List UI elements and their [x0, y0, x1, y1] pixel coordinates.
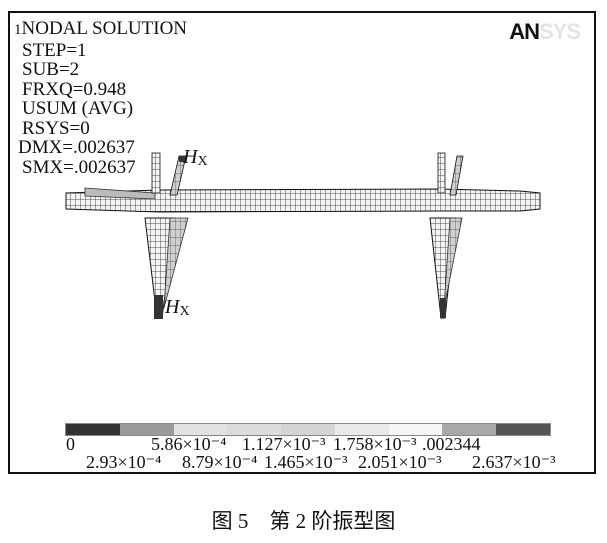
legend-label: 8.79×10⁻⁴: [182, 452, 258, 472]
info-line: DMX=.002637: [18, 137, 135, 158]
legend-label: 0: [66, 434, 75, 454]
hx-annotation-bottom: HX: [165, 296, 190, 319]
left-pier-base: [154, 295, 163, 319]
right-pier-strut: [443, 217, 463, 309]
legend-color-band: [442, 424, 497, 435]
deck-girder: [65, 188, 541, 213]
legend-label: 1.758×10⁻³: [333, 434, 417, 454]
frame-number: 1: [14, 22, 22, 38]
legend-label: 1.465×10⁻³: [264, 452, 348, 472]
legend-color-band: [227, 424, 282, 435]
plot-title: NODAL SOLUTION: [21, 18, 188, 39]
legend-label: 2.637×10⁻³: [472, 452, 556, 472]
legend-color-band: [281, 424, 335, 435]
legend-label: 2.93×10⁻⁴: [86, 452, 162, 472]
legend-label: .002344: [422, 434, 481, 454]
info-line: SMX=.002637: [22, 156, 136, 178]
contour-legend-bar: [65, 423, 551, 436]
hx-annotation-top: HX: [183, 146, 208, 169]
legend-color-band: [496, 424, 551, 435]
info-line: USUM (AVG): [22, 98, 134, 119]
info-line: SUB=2: [22, 59, 80, 80]
ansys-logo: ANSYS: [509, 19, 581, 44]
bridge-mode-shape: [65, 152, 541, 319]
legend-label: 2.051×10⁻³: [358, 452, 442, 472]
left-pier-strut: [163, 217, 189, 309]
info-line: RSYS=0: [22, 117, 90, 139]
solution-info: 1NODAL SOLUTION STEP=1 SUB=2 FRXQ=0.948 …: [14, 19, 187, 177]
legend-color-band: [119, 424, 174, 435]
right-inclined-column: [449, 155, 464, 196]
left-column-top: [151, 152, 161, 194]
info-line: STEP=1: [22, 39, 87, 61]
right-column-top: [437, 152, 446, 194]
legend-label: 5.86×10⁻⁴: [151, 434, 227, 454]
legend-color-band: [66, 424, 120, 435]
deck-haunch-left: [84, 187, 156, 200]
info-line: FRXQ=0.948: [22, 78, 127, 100]
figure-caption: 图 5 第 2 阶振型图: [211, 509, 396, 533]
legend-color-band: [334, 424, 389, 435]
legend-color-band: [388, 424, 443, 435]
ansys-plot-frame: 1NODAL SOLUTION STEP=1 SUB=2 FRXQ=0.948 …: [8, 11, 596, 474]
legend-color-band: [173, 424, 228, 435]
legend-label: 1.127×10⁻³: [242, 434, 326, 454]
